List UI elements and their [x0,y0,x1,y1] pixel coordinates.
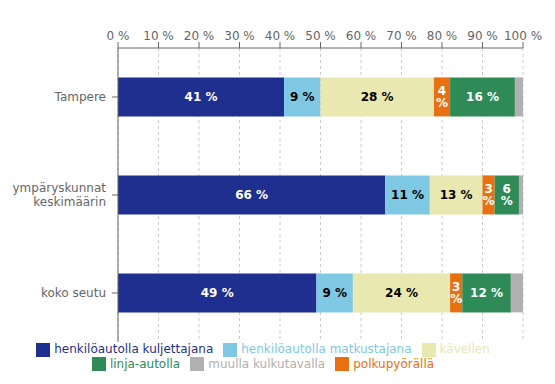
svg-text:41 %: 41 % [185,90,218,104]
svg-text:10 %: 10 % [143,29,174,43]
html-text:kävellen: kävellen [439,342,490,356]
svg-text:50 %: 50 % [305,29,336,43]
html-text:polkupyörällä: polkupyörällä [353,356,435,371]
svg-text:0 %: 0 % [107,29,130,43]
html-text:muulla kulkutavalla: muulla kulkutavalla [208,356,326,371]
svg-text:12 %: 12 % [470,286,503,300]
svg-text:28 %: 28 % [361,90,394,104]
html-text:henkilöautolla kuljettajana: henkilöautolla kuljettajana [54,342,214,356]
svg-text:70 %: 70 % [386,29,417,43]
svg-text:40 %: 40 % [265,29,296,43]
svg-text:20 %: 20 % [184,29,215,43]
svg-text:4%: 4% [436,84,448,110]
svg-text:3%: 3% [483,182,495,208]
svg-text:16 %: 16 % [466,90,499,104]
svg-text:80 %: 80 % [427,29,458,43]
svg-text:90 %: 90 % [467,29,498,43]
html-text:henkilöautolla matkustajana: henkilöautolla matkustajana [241,342,412,356]
svg-text:6%: 6% [501,182,513,208]
svg-text:66 %: 66 % [235,188,268,202]
svg-text:49 %: 49 % [201,286,234,300]
svg-text:100 %: 100 % [504,29,542,43]
svg-text:3%: 3% [450,280,462,306]
svg-text:Tampere: Tampere [54,90,106,104]
svg-text:9 %: 9 % [322,286,347,300]
svg-text:ympäryskunnatkeskimäärin: ympäryskunnatkeskimäärin [12,181,106,209]
svg-text:9 %: 9 % [290,90,315,104]
html-text:linja-autolla: linja-autolla [109,356,181,371]
svg-text:60 %: 60 % [346,29,377,43]
svg-text:30 %: 30 % [224,29,255,43]
svg-text:koko seutu: koko seutu [41,286,106,300]
svg-text:13 %: 13 % [440,188,473,202]
svg-text:24 %: 24 % [385,286,418,300]
svg-text:11 %: 11 % [391,188,424,202]
